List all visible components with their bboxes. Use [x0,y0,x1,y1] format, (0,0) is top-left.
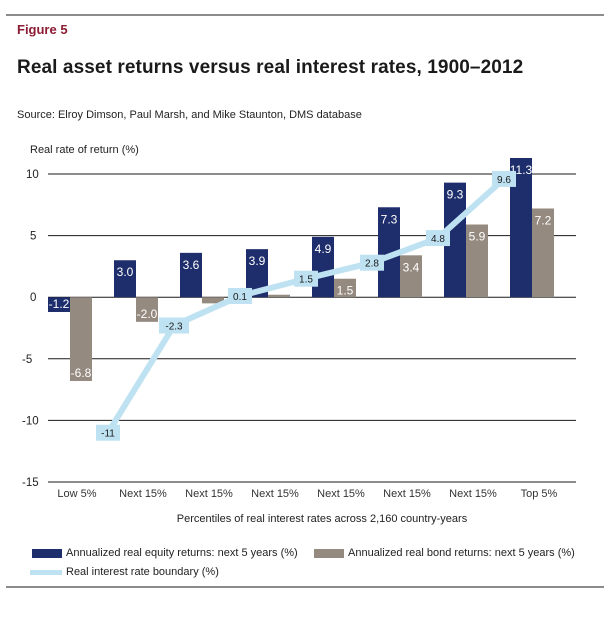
equity-bar [48,297,70,312]
y-tick-label: -15 [22,477,39,489]
line-point-marker [360,254,384,271]
figure-label: Figure 5 [17,22,68,37]
line-data-label: 2.8 [365,259,379,270]
line-swatch [30,569,62,575]
y-axis-label: Real rate of return (%) [30,144,139,156]
top-rule [6,14,604,16]
chart-svg: Real rate of return (%) 10 5 0 -5 -10 -15 -1.… [22,144,576,525]
gridlines [48,173,576,483]
legend-label-equity: Annualized real equity returns: next 5 y… [66,547,298,559]
equity-data-label: 3.9 [249,254,266,268]
bottom-rule [6,586,604,588]
line-data-label: 0.1 [233,292,247,303]
equity-data-label: 3.0 [117,265,134,279]
y-tick-label: 5 [30,231,36,243]
y-tick-label: 0 [30,292,36,304]
bond-bar [466,224,488,298]
x-tick-label: Next 15% [185,488,233,500]
bond-bar [136,297,158,322]
line-point-marker [294,270,318,287]
y-tick-label: -10 [22,415,39,427]
x-tick-label: Next 15% [119,488,167,500]
equity-data-label: 9.3 [447,188,464,202]
bond-data-label: 3.4 [403,260,420,274]
line-data-label: 4.8 [431,234,445,245]
bond-bar [532,208,554,298]
legend-item-equity: Annualized real equity returns: next 5 y… [32,547,298,559]
equity-data-label: 4.9 [315,242,332,256]
x-tick-label: Next 15% [383,488,431,500]
line-point-marker [492,170,516,187]
bond-data-label: 1.5 [337,284,354,298]
equity-swatch [32,548,62,558]
line-data-label: 9.6 [497,175,511,186]
bond-bar [400,255,422,298]
line-data-label: -11 [101,429,115,440]
line-point-marker [96,424,120,441]
x-tick-label: Top 5% [521,488,558,500]
bond-bar [268,294,290,298]
boundary-line: -11 -2.3 0.1 1.5 2.8 4.8 9.6 [96,170,516,441]
bond-swatch [314,548,344,558]
bond-data-label: -2.0 [137,307,158,321]
source-note: Source: Elroy Dimson, Paul Marsh, and Mi… [17,109,362,121]
x-tick-label: Next 15% [251,488,299,500]
bond-bar [334,278,356,298]
y-tick-label: -5 [22,354,32,366]
x-tick-label: Next 15% [449,488,497,500]
legend-label-line: Real interest rate boundary (%) [66,566,219,578]
bond-bar [70,297,92,381]
line-point-marker [159,317,189,334]
equity-bar [180,252,202,298]
bars: -1.2 -6.8 3.0 -2.0 3.6 3.9 4.9 1.5 7.3 3.4 9.3 5.9 1… [48,157,554,381]
legend-label-bond: Annualized real bond returns: next 5 yea… [348,547,575,559]
bond-bar [202,297,224,304]
bond-data-label: 5.9 [469,230,486,244]
legend-item-line: Real interest rate boundary (%) [30,566,219,578]
line-data-label: -2.3 [165,322,183,333]
x-ticks: Low 5% Next 15% Next 15% Next 15% Next 15% Ne… [57,488,557,500]
equity-bar [378,207,400,298]
bond-data-label: 7.2 [535,213,552,227]
x-tick-label: Next 15% [317,488,365,500]
equity-data-label: 3.6 [183,258,200,272]
equity-data-label: -1.2 [49,297,70,311]
x-axis-label: Percentiles of real interest rates acros… [177,513,468,525]
equity-bar [246,249,268,298]
equity-bar [510,157,532,298]
equity-data-label: 7.3 [381,212,398,226]
line-point-marker [426,230,450,247]
equity-bar [444,182,466,298]
bond-data-label: -6.8 [71,366,92,380]
line-point-marker [228,287,252,304]
legend-item-bond: Annualized real bond returns: next 5 yea… [314,547,575,559]
x-tick-label: Low 5% [57,488,96,500]
y-tick-label: 10 [26,169,39,181]
equity-bar [114,260,136,298]
y-ticks: 10 5 0 -5 -10 -15 [22,169,39,489]
line-data-label: 1.5 [299,275,313,286]
chart-title: Real asset returns versus real interest … [17,57,524,78]
